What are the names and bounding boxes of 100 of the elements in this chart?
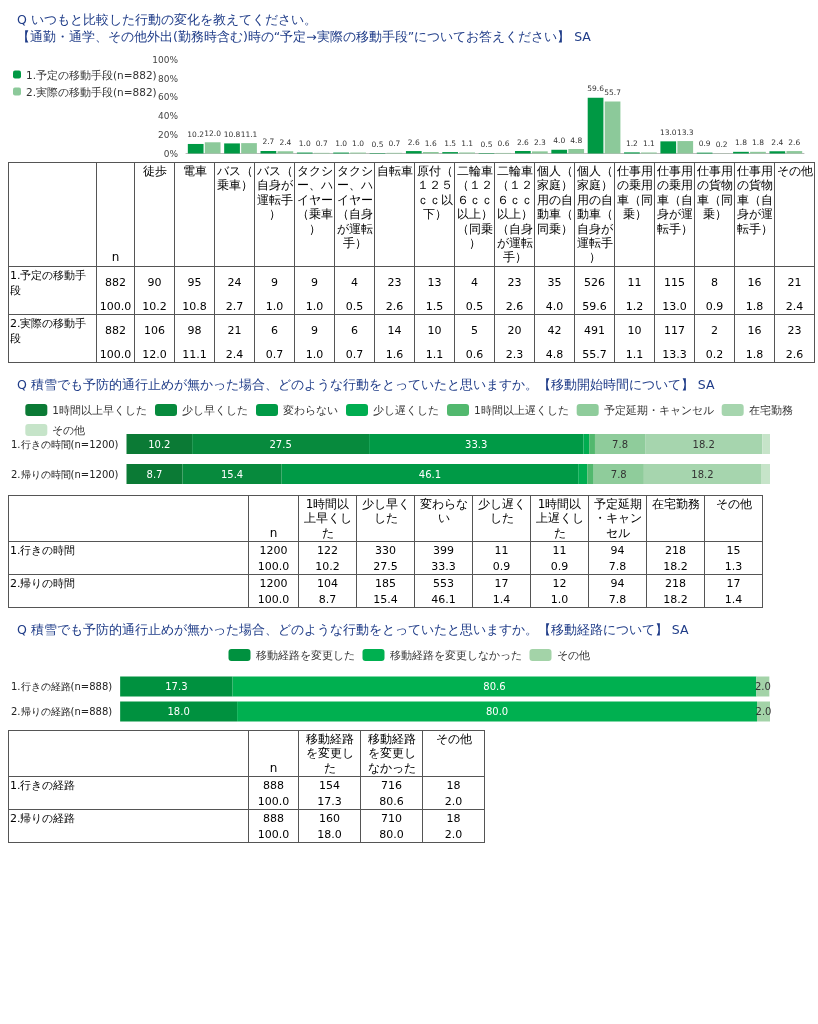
category-label: 少し早くした	[360, 496, 411, 528]
category-label: n	[110, 250, 121, 265]
data-label: 15.4	[356, 591, 415, 608]
bar	[241, 143, 257, 154]
category-label: 移動経路を変更した	[300, 731, 359, 776]
legend-label: 移動経路を変更した	[255, 648, 355, 661]
data-label: 10.2	[298, 558, 357, 575]
data-label: 122	[298, 541, 357, 559]
legend-label: 変わらない	[283, 403, 338, 416]
data-label: 0.9	[694, 298, 735, 315]
bar	[224, 143, 240, 154]
data-label: 0.7	[334, 346, 375, 363]
bar	[369, 433, 584, 454]
data-label: 8.7	[146, 468, 163, 480]
data-label: 1.0	[294, 298, 335, 315]
data-label: 2.0	[422, 827, 485, 843]
data-label: 330	[356, 541, 415, 559]
category-label: バス（乗車）	[216, 164, 253, 195]
legend-label: その他	[52, 423, 86, 436]
category-label: その他	[714, 496, 753, 513]
bar	[568, 149, 585, 154]
data-label: 8	[694, 266, 735, 299]
data-label: 16	[734, 266, 775, 299]
data-label: 24	[214, 266, 255, 299]
data-label: 716	[360, 776, 423, 795]
data-label: 526	[574, 266, 615, 299]
data-label: 1200	[248, 574, 299, 592]
bar	[589, 433, 595, 454]
bar	[604, 101, 621, 154]
data-label: 20	[494, 314, 535, 347]
data-label: 11	[614, 266, 655, 299]
data-label: 0.9	[472, 558, 531, 575]
legend-label: 1時間以上早くした	[52, 403, 148, 416]
data-label: 710	[360, 809, 423, 828]
text: 2.帰りの時間	[8, 574, 249, 592]
data-label: 115	[654, 266, 695, 299]
text: 1.行きの時間	[8, 541, 249, 559]
data-label: 1200	[248, 541, 299, 559]
data-label: 18.2	[646, 591, 705, 608]
data-label: 100.0	[248, 558, 299, 575]
data-label: 13	[414, 266, 455, 299]
y-tick-label: 2.帰りの時間(n=1200)	[10, 468, 119, 480]
data-label: 18.2	[691, 468, 714, 480]
bar	[760, 463, 770, 484]
data-label: 1.0	[294, 346, 335, 363]
data-label: 80.6	[360, 794, 423, 810]
category-label: 自転車	[376, 164, 413, 180]
data-label: 1.3	[704, 558, 763, 575]
legend-label: 移動経路を変更しなかった	[389, 648, 522, 661]
category-label: 変わらない	[418, 496, 469, 528]
data-label: 1.4	[704, 591, 763, 608]
data-label: 9	[254, 266, 295, 299]
y-tick-label: 1.行きの経路(n=888)	[10, 680, 113, 692]
category-label: 電車	[181, 164, 208, 180]
data-label: 888	[248, 809, 299, 828]
data-label: 55.7	[574, 346, 615, 363]
bar	[769, 151, 786, 154]
data-label: 100.0	[248, 794, 299, 810]
bar	[120, 701, 238, 722]
data-label: 23	[374, 266, 415, 299]
data-label: 17.3	[165, 680, 188, 692]
data-label: 100.0	[96, 346, 135, 363]
data-label: 2.6	[774, 346, 815, 363]
y-tick-label: 2.帰りの経路(n=888)	[10, 705, 113, 717]
data-label: 9	[294, 266, 335, 299]
category-label: n	[268, 760, 279, 776]
data-label: 100.0	[96, 298, 135, 315]
data-label: 154	[298, 776, 361, 795]
data-label: 4	[454, 266, 495, 299]
bar	[583, 433, 590, 454]
bar	[192, 433, 370, 454]
data-label: 2.4	[214, 346, 255, 363]
data-label: 117	[654, 314, 695, 347]
data-label: 80.6	[483, 680, 506, 692]
bar	[126, 463, 183, 484]
data-label: 0.5	[454, 298, 495, 315]
data-label: 21	[774, 266, 815, 299]
bar	[786, 151, 803, 154]
data-label: 12	[530, 574, 589, 592]
data-label: 10	[414, 314, 455, 347]
y-tick-label: 80%	[157, 73, 179, 84]
data-label: 2.4	[774, 298, 815, 315]
category-label: 原付（１２５ｃｃ以下）	[416, 164, 453, 224]
bar	[405, 151, 422, 154]
chart-title: Q いつもと比較した行動の変化を教えてください。	[17, 12, 317, 27]
data-label: 59.6	[574, 298, 615, 315]
data-label: 10.2	[134, 298, 175, 315]
legend-label: 少し早くした	[182, 403, 248, 416]
data-label: 104	[298, 574, 357, 592]
data-label: 6	[334, 314, 375, 347]
bar	[120, 676, 233, 697]
chart-title: Q 積雪でも予防的通行止めが無かった場合、どのような行動をとっていたと思いますか。【移動開始時間について】 SA	[17, 376, 715, 392]
data-label: 1.4	[472, 591, 531, 608]
data-label: 553	[414, 574, 473, 592]
bar	[531, 151, 548, 154]
category-label: 予定延期・キャンセル	[590, 496, 645, 540]
data-label: 888	[248, 776, 299, 795]
chart-title: Q 積雪でも予防的通行止めが無かった場合、どのような行動をとっていたと思いますか。【移動経路について】 SA	[17, 621, 689, 637]
data-label: 218	[646, 541, 705, 559]
bar	[182, 463, 282, 484]
